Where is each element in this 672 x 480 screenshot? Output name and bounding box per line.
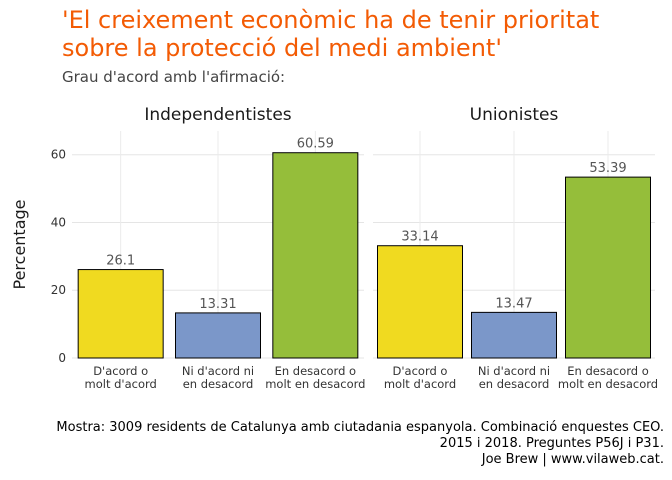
data-label: 13.31: [199, 297, 236, 312]
y-axis-label: Percentage: [10, 199, 29, 289]
panel-label: Unionistes: [470, 105, 559, 125]
bar: [77, 269, 164, 359]
x-tick-label: Ni d'acord ni: [182, 364, 254, 378]
data-label: 53.39: [589, 161, 626, 176]
bar: [565, 176, 651, 359]
data-label: 60.59: [297, 137, 334, 152]
chart-caption: Mostra: 3009 residents de Catalunya amb …: [56, 420, 664, 468]
bar: [471, 311, 557, 359]
y-tick-label: 60: [51, 148, 66, 162]
x-tick-label: Ni d'acord ni: [478, 364, 550, 378]
caption-line-1: Mostra: 3009 residents de Catalunya amb …: [56, 420, 664, 435]
data-label: 33.14: [401, 230, 438, 245]
x-tick-label: en desacord: [183, 377, 254, 391]
x-tick-label: molt d'acord: [85, 377, 157, 391]
x-tick-label: En desacord o: [275, 364, 357, 378]
panel-label: Independentistes: [144, 105, 291, 125]
bar: [175, 312, 261, 359]
caption-line-3: Joe Brew | www.vilaweb.cat.: [481, 452, 664, 467]
x-tick-label: molt en desacord: [265, 377, 365, 391]
y-tick-label: 40: [51, 215, 66, 229]
y-tick-label: 20: [51, 283, 66, 297]
chart-title: 'El creixement econòmic ha de tenir prio…: [62, 6, 600, 62]
chart-subtitle: Grau d'acord amb l'afirmació:: [62, 68, 286, 86]
data-label: 13.47: [495, 296, 532, 311]
caption-line-2: 2015 i 2018. Preguntes P56J i P31.: [439, 436, 664, 451]
x-tick-label: molt d'acord: [384, 377, 456, 391]
bar: [377, 245, 463, 359]
data-label: 26.1: [106, 254, 135, 269]
x-tick-label: En desacord o: [567, 364, 649, 378]
bar: [272, 152, 359, 359]
x-tick-label: D'acord o: [93, 364, 148, 378]
y-tick-label: 0: [58, 351, 66, 365]
x-tick-label: D'acord o: [393, 364, 448, 378]
x-tick-label: en desacord: [479, 377, 550, 391]
x-tick-label: molt en desacord: [558, 377, 658, 391]
